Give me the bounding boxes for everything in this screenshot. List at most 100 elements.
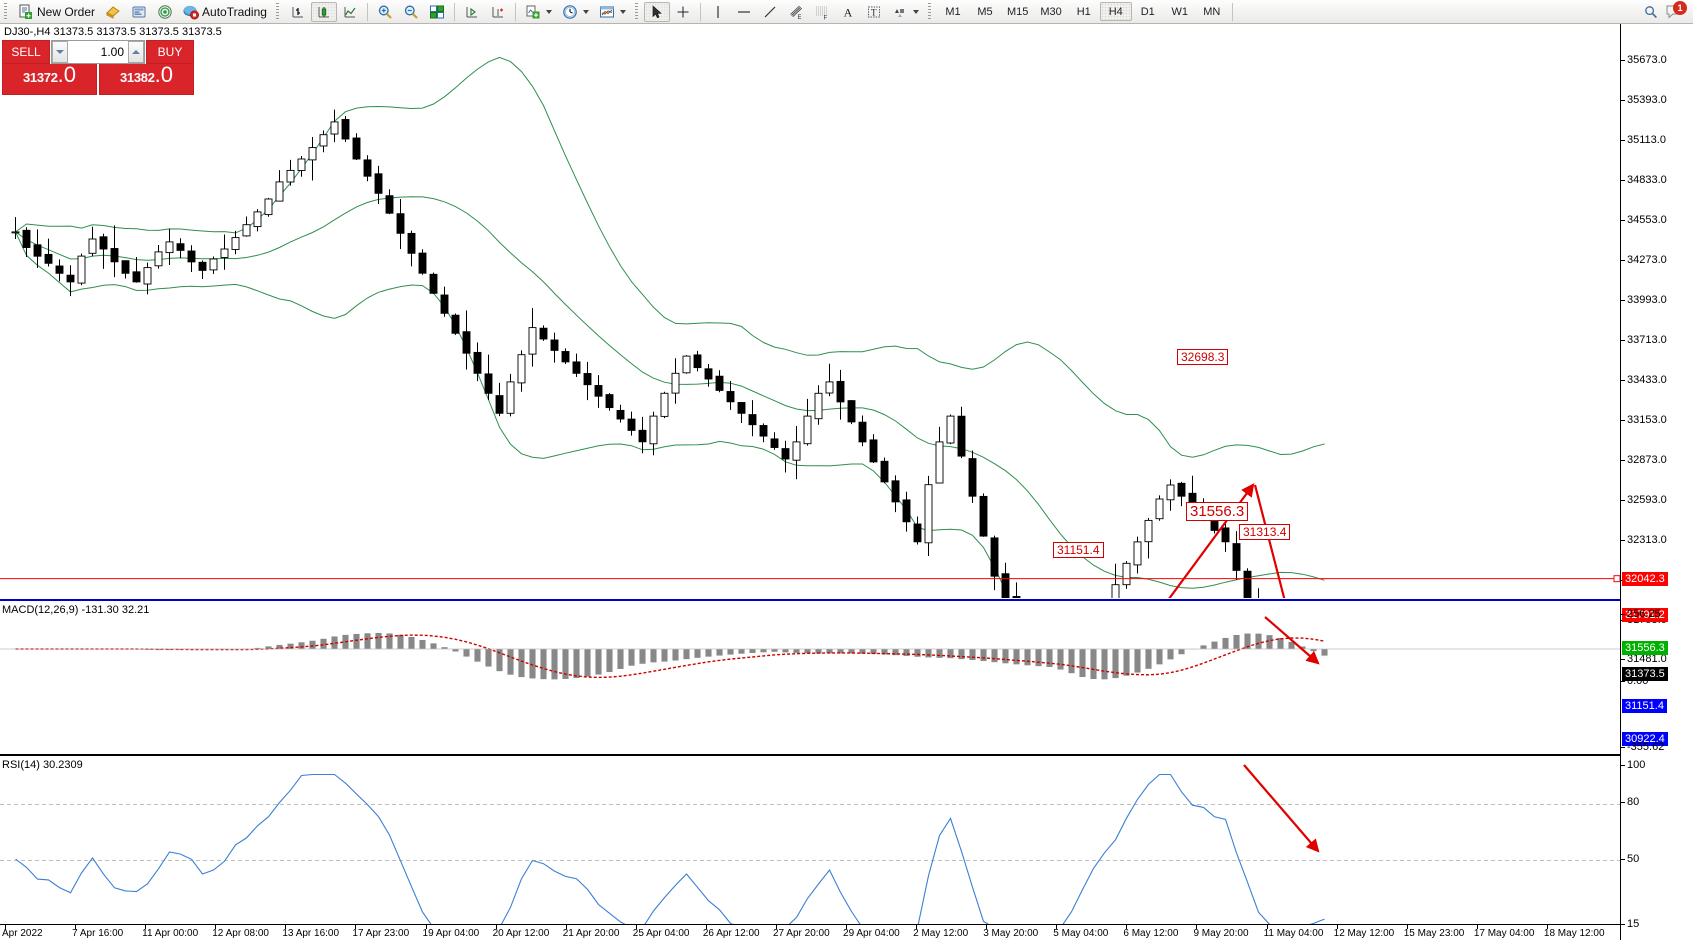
candlestick [495, 382, 504, 417]
line-chart-button[interactable] [337, 2, 363, 22]
metaeditor-button[interactable] [100, 2, 126, 22]
macd-scale-label: -355.62 [1627, 741, 1665, 753]
macd-pane[interactable] [0, 599, 1620, 752]
candlestick [1166, 479, 1175, 511]
candlestick [11, 217, 20, 239]
vertical-line-button[interactable] [705, 2, 731, 22]
price-level-chip-support-level[interactable]: 31556.3 [1622, 641, 1668, 656]
timeframe-button-h4[interactable]: H4 [1099, 2, 1132, 21]
indicators-dropdown-caret[interactable] [545, 9, 552, 14]
timeframe-button-w1[interactable]: W1 [1171, 5, 1189, 18]
candlestick [297, 155, 306, 177]
candlestick-chart-button[interactable] [310, 1, 337, 22]
tile-windows-button[interactable] [424, 2, 450, 22]
equidistant-channel-button[interactable]: E [783, 2, 809, 22]
buy-price-display[interactable]: 31382.0 [99, 64, 194, 95]
periods-dropdown-caret[interactable] [582, 9, 589, 14]
timeframe-button-m30[interactable]: M30 [1040, 5, 1062, 18]
price-level-chip-target-level[interactable]: 31151.4 [1622, 698, 1667, 713]
rsi-indicator-label: RSI(14) 30.2309 [2, 759, 83, 771]
alerts-bubble-icon[interactable]: 1 [1665, 0, 1687, 20]
toolbar-grip-1[interactable] [3, 2, 10, 21]
candlestick-chart-icon [318, 6, 329, 17]
signals-button[interactable] [152, 2, 178, 22]
new-order-icon [19, 4, 32, 19]
candlestick [979, 493, 988, 537]
candlestick [1221, 515, 1230, 552]
time-axis-label: 29 Apr 04:00 [843, 928, 900, 939]
price-pane[interactable] [0, 24, 1620, 598]
chart-area[interactable]: DJ30-,H4 31373.5 31373.5 31373.5 31373.5… [0, 24, 1693, 940]
one-click-trade-panel[interactable]: SELL 1.00 BUY 31372.0 31 [2, 40, 194, 95]
annotation-swing-low-left[interactable]: 31151.4 [1053, 542, 1104, 558]
volume-stepper[interactable]: 1.00 [51, 40, 145, 64]
templates-dropdown-caret[interactable] [619, 9, 626, 14]
terminal-icon [132, 6, 146, 17]
timeframe-button-m15[interactable]: M15 [1006, 5, 1029, 18]
time-axis-tick [285, 925, 287, 929]
toolbar-grip-2[interactable] [274, 2, 282, 21]
horizontal-line-button[interactable] [731, 2, 757, 22]
terminal-button[interactable] [126, 2, 152, 22]
timeframe-button-h1[interactable]: H1 [1076, 5, 1091, 18]
price-level-chip-last-price[interactable]: 31373.5 [1622, 667, 1668, 682]
periods-button[interactable] [557, 2, 594, 22]
candlestick [110, 225, 119, 278]
price-axis-tick [1621, 658, 1625, 660]
candlestick [1144, 517, 1153, 559]
autotrading-button[interactable]: AutoTrading [178, 2, 272, 22]
bar-chart-button[interactable] [285, 2, 311, 22]
candlestick [902, 491, 911, 532]
chart-shift-button[interactable] [485, 2, 511, 22]
search-icon[interactable] [1643, 4, 1659, 20]
autoscroll-button[interactable] [459, 2, 485, 22]
zoom-out-button[interactable] [398, 2, 424, 22]
timeframe-button-d1[interactable]: D1 [1140, 5, 1155, 18]
indicator-axis-tick [1621, 802, 1625, 804]
shapes-dropdown-caret[interactable] [912, 9, 919, 14]
candlestick [858, 415, 867, 447]
trendline-button[interactable] [757, 2, 783, 22]
annotation-swing-high[interactable]: 32698.3 [1177, 349, 1229, 365]
price-axis-label: 33713.0 [1627, 334, 1667, 346]
volume-increment-button[interactable] [128, 41, 144, 63]
sell-price-display[interactable]: 31372.0 [2, 64, 97, 95]
candlestick [77, 253, 86, 286]
candlestick [99, 233, 108, 269]
annotation-midpoint[interactable]: 31556.3 [1186, 502, 1249, 521]
price-axis[interactable]: 35673.0 35393.0 35113.0 34833.0 34553.0 34273… [1620, 24, 1693, 940]
timeframe-button-mn[interactable]: MN [1203, 5, 1221, 18]
buy-price-decimal: .0 [154, 62, 173, 87]
toolbar-grip-4[interactable] [926, 2, 934, 21]
price-level-chip-resistance-level[interactable]: 31791.2 [1622, 607, 1668, 622]
timeframe-button-m5[interactable]: M5 [977, 5, 993, 18]
shapes-button[interactable] [887, 2, 924, 22]
text-label-button[interactable]: T [861, 2, 887, 22]
cursor-button[interactable] [643, 1, 670, 22]
candlestick [1122, 561, 1131, 589]
candlestick [627, 411, 636, 436]
annotation-swing-low-right[interactable]: 31313.4 [1239, 524, 1291, 540]
autoscroll-icon [466, 6, 477, 17]
price-axis-label: 35673.0 [1627, 54, 1667, 66]
toolbar-grip-3[interactable] [633, 2, 641, 21]
indicators-button[interactable] [520, 2, 557, 22]
volume-decrement-button[interactable] [52, 41, 68, 63]
sell-button[interactable]: SELL [2, 40, 50, 64]
volume-value[interactable]: 1.00 [100, 45, 124, 59]
price-level-chip-resistance-level[interactable]: 32042.3 [1622, 571, 1668, 586]
text-button[interactable]: A [835, 2, 861, 22]
price-level-chip-target-level[interactable]: 30922.4 [1622, 731, 1668, 746]
buy-button[interactable]: BUY [146, 40, 194, 64]
rsi-pane[interactable] [0, 754, 1620, 924]
main-toolbar: New Order [0, 0, 1693, 24]
price-axis-tick [1621, 60, 1625, 61]
templates-button[interactable] [594, 2, 631, 22]
new-order-button[interactable]: New Order [13, 2, 100, 22]
time-axis[interactable]: Apr 2022 7 Apr 16:00 11 Apr 00:00 12 Apr 08… [0, 924, 1620, 940]
crosshair-button[interactable] [670, 2, 696, 22]
fibonacci-button[interactable]: F [809, 2, 835, 22]
timeframe-button-m1[interactable]: M1 [945, 5, 961, 18]
candlestick [748, 400, 757, 437]
zoom-in-button[interactable] [372, 2, 398, 22]
